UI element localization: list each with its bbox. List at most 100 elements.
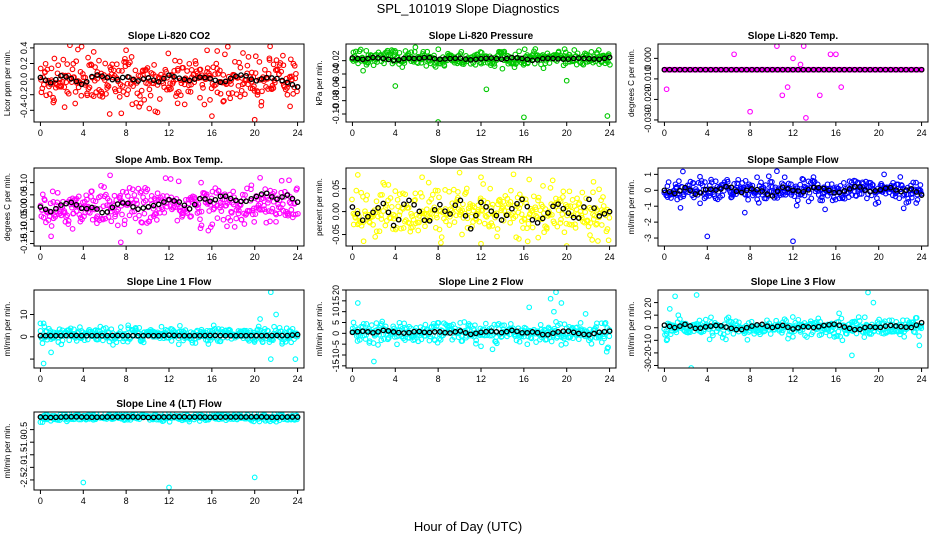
mean-point xyxy=(130,414,136,420)
mean-point xyxy=(37,332,44,339)
data-point xyxy=(455,334,462,341)
mean-point xyxy=(359,217,366,224)
mean-point xyxy=(83,332,90,339)
data-point xyxy=(185,88,192,95)
mean-point xyxy=(887,322,894,329)
data-point xyxy=(436,194,442,201)
data-point xyxy=(466,321,472,327)
data-point xyxy=(294,185,300,192)
mean-point xyxy=(395,56,402,63)
data-point xyxy=(605,237,612,244)
outlier-point xyxy=(838,84,845,90)
data-point xyxy=(55,62,62,69)
mean-point xyxy=(550,330,556,337)
data-point xyxy=(207,97,213,103)
mean-point xyxy=(738,326,745,333)
data-point xyxy=(720,331,727,338)
data-point xyxy=(111,192,118,199)
mean-point xyxy=(591,56,597,62)
data-point xyxy=(256,59,263,65)
data-point xyxy=(800,176,807,183)
mean-point xyxy=(155,79,162,85)
data-point xyxy=(861,334,868,340)
mean-point xyxy=(661,322,668,329)
mean-point xyxy=(238,414,244,420)
mean-point xyxy=(815,323,822,330)
mean-point xyxy=(666,188,673,195)
data-point xyxy=(134,200,140,207)
mean-point xyxy=(243,198,249,205)
mean-point xyxy=(243,332,249,339)
data-point xyxy=(46,91,53,97)
x-tick-label: 16 xyxy=(519,252,529,262)
data-point xyxy=(133,197,140,204)
mean-point xyxy=(94,332,100,339)
data-point xyxy=(446,188,452,195)
data-point xyxy=(560,194,566,200)
data-point xyxy=(672,181,679,188)
outlier-point xyxy=(704,233,711,240)
data-point xyxy=(549,177,556,184)
outlier-point xyxy=(747,108,753,115)
data-point xyxy=(64,61,71,67)
mean-point xyxy=(233,197,239,204)
mean-point xyxy=(723,66,729,73)
mean-point xyxy=(243,72,249,79)
data-point xyxy=(672,184,679,191)
outlier-point xyxy=(251,116,258,122)
mean-point xyxy=(375,328,381,335)
data-point xyxy=(712,178,719,185)
mean-point xyxy=(212,196,219,203)
outlier-point xyxy=(558,300,565,306)
data-point xyxy=(220,98,227,105)
x-tick-label: 8 xyxy=(748,128,753,138)
data-point xyxy=(254,91,261,98)
x-tick-label: 8 xyxy=(436,374,441,384)
mean-point xyxy=(406,329,412,336)
x-tick-label: 8 xyxy=(748,374,753,384)
mean-point xyxy=(596,56,603,63)
data-point xyxy=(840,180,847,186)
data-point xyxy=(730,191,737,198)
outlier-point xyxy=(688,365,695,368)
data-point xyxy=(240,50,246,56)
data-point xyxy=(435,320,442,326)
mean-point xyxy=(898,323,904,330)
mean-point xyxy=(263,414,270,420)
data-point xyxy=(213,60,220,67)
mean-point xyxy=(104,332,111,339)
mean-point xyxy=(764,323,771,330)
mean-point xyxy=(395,329,402,336)
mean-point xyxy=(728,325,735,332)
data-point xyxy=(141,96,148,103)
mean-point xyxy=(227,332,234,339)
mean-point xyxy=(390,57,397,64)
data-point xyxy=(791,193,798,200)
mean-point xyxy=(457,197,464,204)
data-point xyxy=(489,223,496,229)
mean-point xyxy=(207,75,213,82)
x-tick-label: 16 xyxy=(207,252,217,262)
mean-point xyxy=(145,332,152,339)
mean-point xyxy=(702,66,709,73)
x-tick-label: 4 xyxy=(393,374,398,384)
data-point xyxy=(480,181,487,187)
mean-point xyxy=(442,208,448,215)
panel-points xyxy=(349,290,613,365)
data-point xyxy=(258,98,265,105)
x-tick-label: 4 xyxy=(705,128,710,138)
mean-point xyxy=(457,55,464,62)
data-point xyxy=(248,182,255,189)
data-point xyxy=(431,52,437,59)
data-point xyxy=(90,49,97,55)
mean-point xyxy=(284,79,291,86)
mean-point xyxy=(150,414,157,421)
mean-point xyxy=(171,332,177,339)
mean-point xyxy=(442,56,448,62)
mean-point xyxy=(483,203,489,210)
data-point xyxy=(521,46,528,53)
mean-point xyxy=(682,184,688,191)
x-tick-label: 8 xyxy=(436,252,441,262)
data-point xyxy=(147,214,154,221)
